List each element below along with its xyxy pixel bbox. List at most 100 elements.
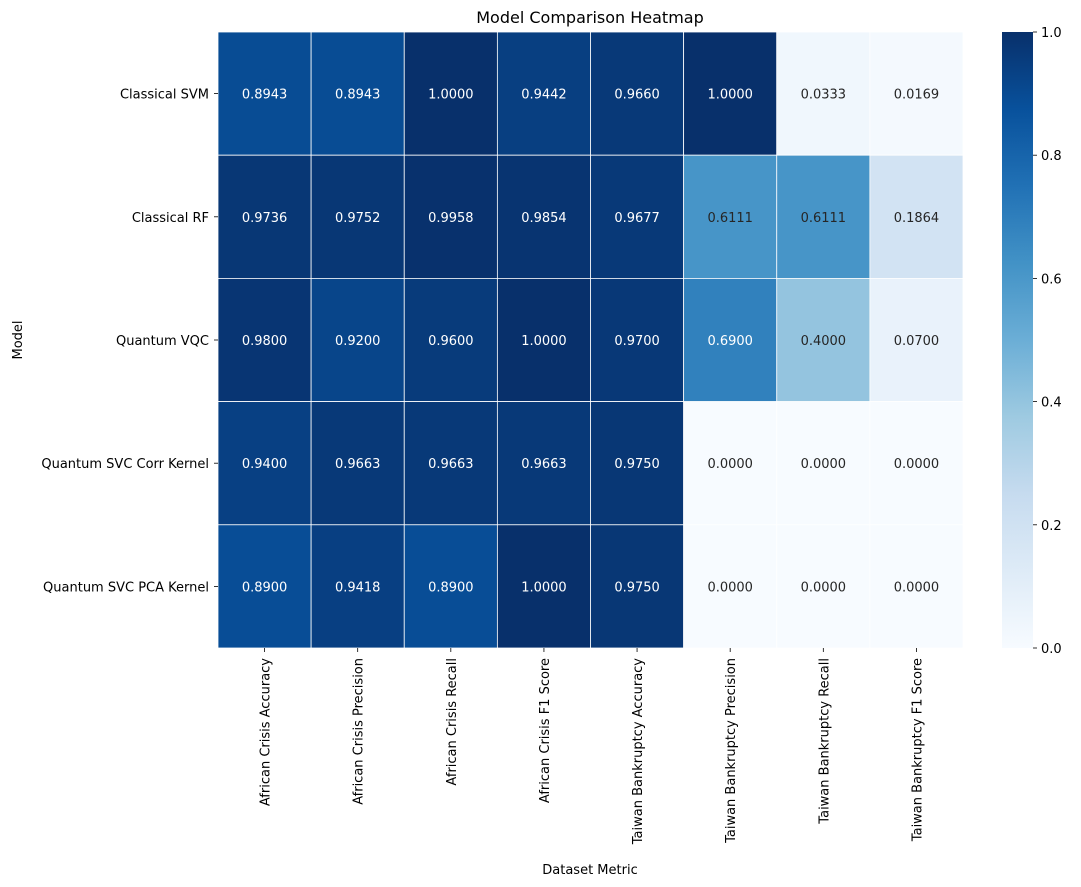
row-labels: Classical SVM Classical RF Quantum VQC Quan… — [41, 88, 218, 595]
column-label: Taiwan Bankruptcy Recall — [817, 658, 832, 825]
row-label: Quantum SVC Corr Kernel — [41, 457, 209, 472]
heatmap-cell — [683, 31, 778, 156]
cell-value-label: 1.0000 — [521, 334, 567, 349]
column-labels: African Crisis Accuracy African Crisis Pr… — [259, 648, 925, 846]
heatmap-cell — [496, 31, 591, 156]
heatmap-cell — [217, 31, 312, 156]
cell-value-label: 1.0000 — [521, 580, 567, 595]
column-label: Taiwan Bankruptcy Precision — [724, 658, 739, 844]
heatmap-cell — [869, 154, 964, 279]
cell-value-label: 0.9418 — [335, 580, 381, 595]
heatmap-cell — [403, 401, 498, 526]
row-label: Quantum SVC PCA Kernel — [43, 580, 209, 595]
cell-value-label: 1.0000 — [707, 88, 753, 103]
cell-value-label: 0.9660 — [614, 88, 660, 103]
cell-value-label: 0.9663 — [335, 457, 381, 472]
heatmap-cell — [496, 524, 591, 649]
colorbar-tick-label: 0.6 — [1041, 272, 1062, 287]
cell-value-label: 0.9663 — [521, 457, 567, 472]
heatmap-cell — [776, 277, 871, 402]
cell-value-label: 0.0000 — [707, 457, 753, 472]
heatmap-cell — [496, 401, 591, 526]
cell-value-label: 0.8943 — [242, 88, 288, 103]
heatmap-cell — [496, 154, 591, 279]
heatmap-cell — [683, 524, 778, 649]
colorbar-tick-label: 0.2 — [1041, 519, 1062, 534]
cell-value-label: 0.9750 — [614, 580, 660, 595]
heatmap-cell — [590, 401, 685, 526]
heatmap-cell — [310, 277, 405, 402]
row-label: Classical SVM — [120, 88, 209, 103]
cell-value-label: 0.0000 — [894, 580, 940, 595]
heatmap-cell — [310, 31, 405, 156]
cell-value-label: 0.8900 — [428, 580, 474, 595]
heatmap-cell — [590, 277, 685, 402]
cell-value-label: 0.9677 — [614, 211, 660, 226]
heatmap-cell — [496, 277, 591, 402]
heatmap-cell — [403, 31, 498, 156]
heatmap-cell — [403, 277, 498, 402]
cell-value-label: 0.9663 — [428, 457, 474, 472]
cell-value-label: 0.0000 — [707, 580, 753, 595]
heatmap-cell — [869, 524, 964, 649]
colorbar-tick-label: 1.0 — [1041, 26, 1062, 41]
heatmap-cell — [869, 31, 964, 156]
heatmap-cell — [217, 401, 312, 526]
x-axis-label: Dataset Metric — [542, 863, 637, 878]
cell-value-label: 0.6900 — [707, 334, 753, 349]
heatmap-cell — [683, 154, 778, 279]
colorbar-ticks: 0.0 0.2 0.4 0.6 0.8 1.0 — [1033, 26, 1062, 657]
heatmap-cell — [310, 154, 405, 279]
cell-value-label: 0.4000 — [801, 334, 847, 349]
cell-value-label: 0.8943 — [335, 88, 381, 103]
colorbar-tick-label: 0.4 — [1041, 396, 1062, 411]
cell-value-label: 0.9958 — [428, 211, 474, 226]
column-label: African Crisis F1 Score — [538, 658, 553, 803]
cell-value-label: 0.0000 — [801, 580, 847, 595]
cell-value-label: 0.0333 — [801, 88, 847, 103]
colorbar-tick-label: 0.0 — [1041, 642, 1062, 657]
cell-value-label: 0.9700 — [614, 334, 660, 349]
cell-value-label: 0.1864 — [894, 211, 940, 226]
heatmap-cell — [403, 524, 498, 649]
cell-value-label: 0.9736 — [242, 211, 288, 226]
cell-value-label: 0.0169 — [894, 88, 940, 103]
cell-value-label: 0.9752 — [335, 211, 381, 226]
cell-value-label: 0.9442 — [521, 88, 567, 103]
heatmap-cell — [683, 277, 778, 402]
column-label: African Crisis Precision — [352, 658, 367, 805]
heatmap-cell — [590, 154, 685, 279]
heatmap-cell — [776, 524, 871, 649]
column-label: Taiwan Bankruptcy Accuracy — [631, 658, 646, 846]
heatmap-cell — [776, 401, 871, 526]
heatmap-cell — [590, 524, 685, 649]
colorbar — [1002, 32, 1033, 648]
column-label: Taiwan Bankruptcy F1 Score — [910, 658, 925, 842]
heatmap-cell — [776, 154, 871, 279]
cell-value-label: 0.9600 — [428, 334, 474, 349]
cell-value-label: 0.6111 — [801, 211, 847, 226]
cell-value-label: 0.9200 — [335, 334, 381, 349]
cell-value-label: 0.8900 — [242, 580, 288, 595]
row-label: Quantum VQC — [116, 334, 209, 349]
column-label: African Crisis Recall — [445, 658, 460, 786]
chart-title: Model Comparison Heatmap — [476, 8, 704, 27]
column-label: African Crisis Accuracy — [259, 658, 274, 806]
cell-value-label: 0.0000 — [801, 457, 847, 472]
cell-value-label: 0.9750 — [614, 457, 660, 472]
colorbar-tick-label: 0.8 — [1041, 149, 1062, 164]
cell-value-label: 0.0700 — [894, 334, 940, 349]
cell-value-label: 0.0000 — [894, 457, 940, 472]
cell-value-label: 1.0000 — [428, 88, 474, 103]
heatmap-cell — [217, 277, 312, 402]
heatmap-cell — [590, 31, 685, 156]
heatmap-cells: 0.8943 0.8943 1.0000 0.9442 0.9660 1.0000 0.03… — [217, 31, 964, 649]
cell-value-label: 0.9400 — [242, 457, 288, 472]
cell-value-label: 0.9854 — [521, 211, 567, 226]
row-label: Classical RF — [132, 211, 209, 226]
y-axis-label: Model — [11, 320, 26, 359]
heatmap-cell — [869, 277, 964, 402]
cell-value-label: 0.9800 — [242, 334, 288, 349]
cell-value-label: 0.6111 — [707, 211, 753, 226]
